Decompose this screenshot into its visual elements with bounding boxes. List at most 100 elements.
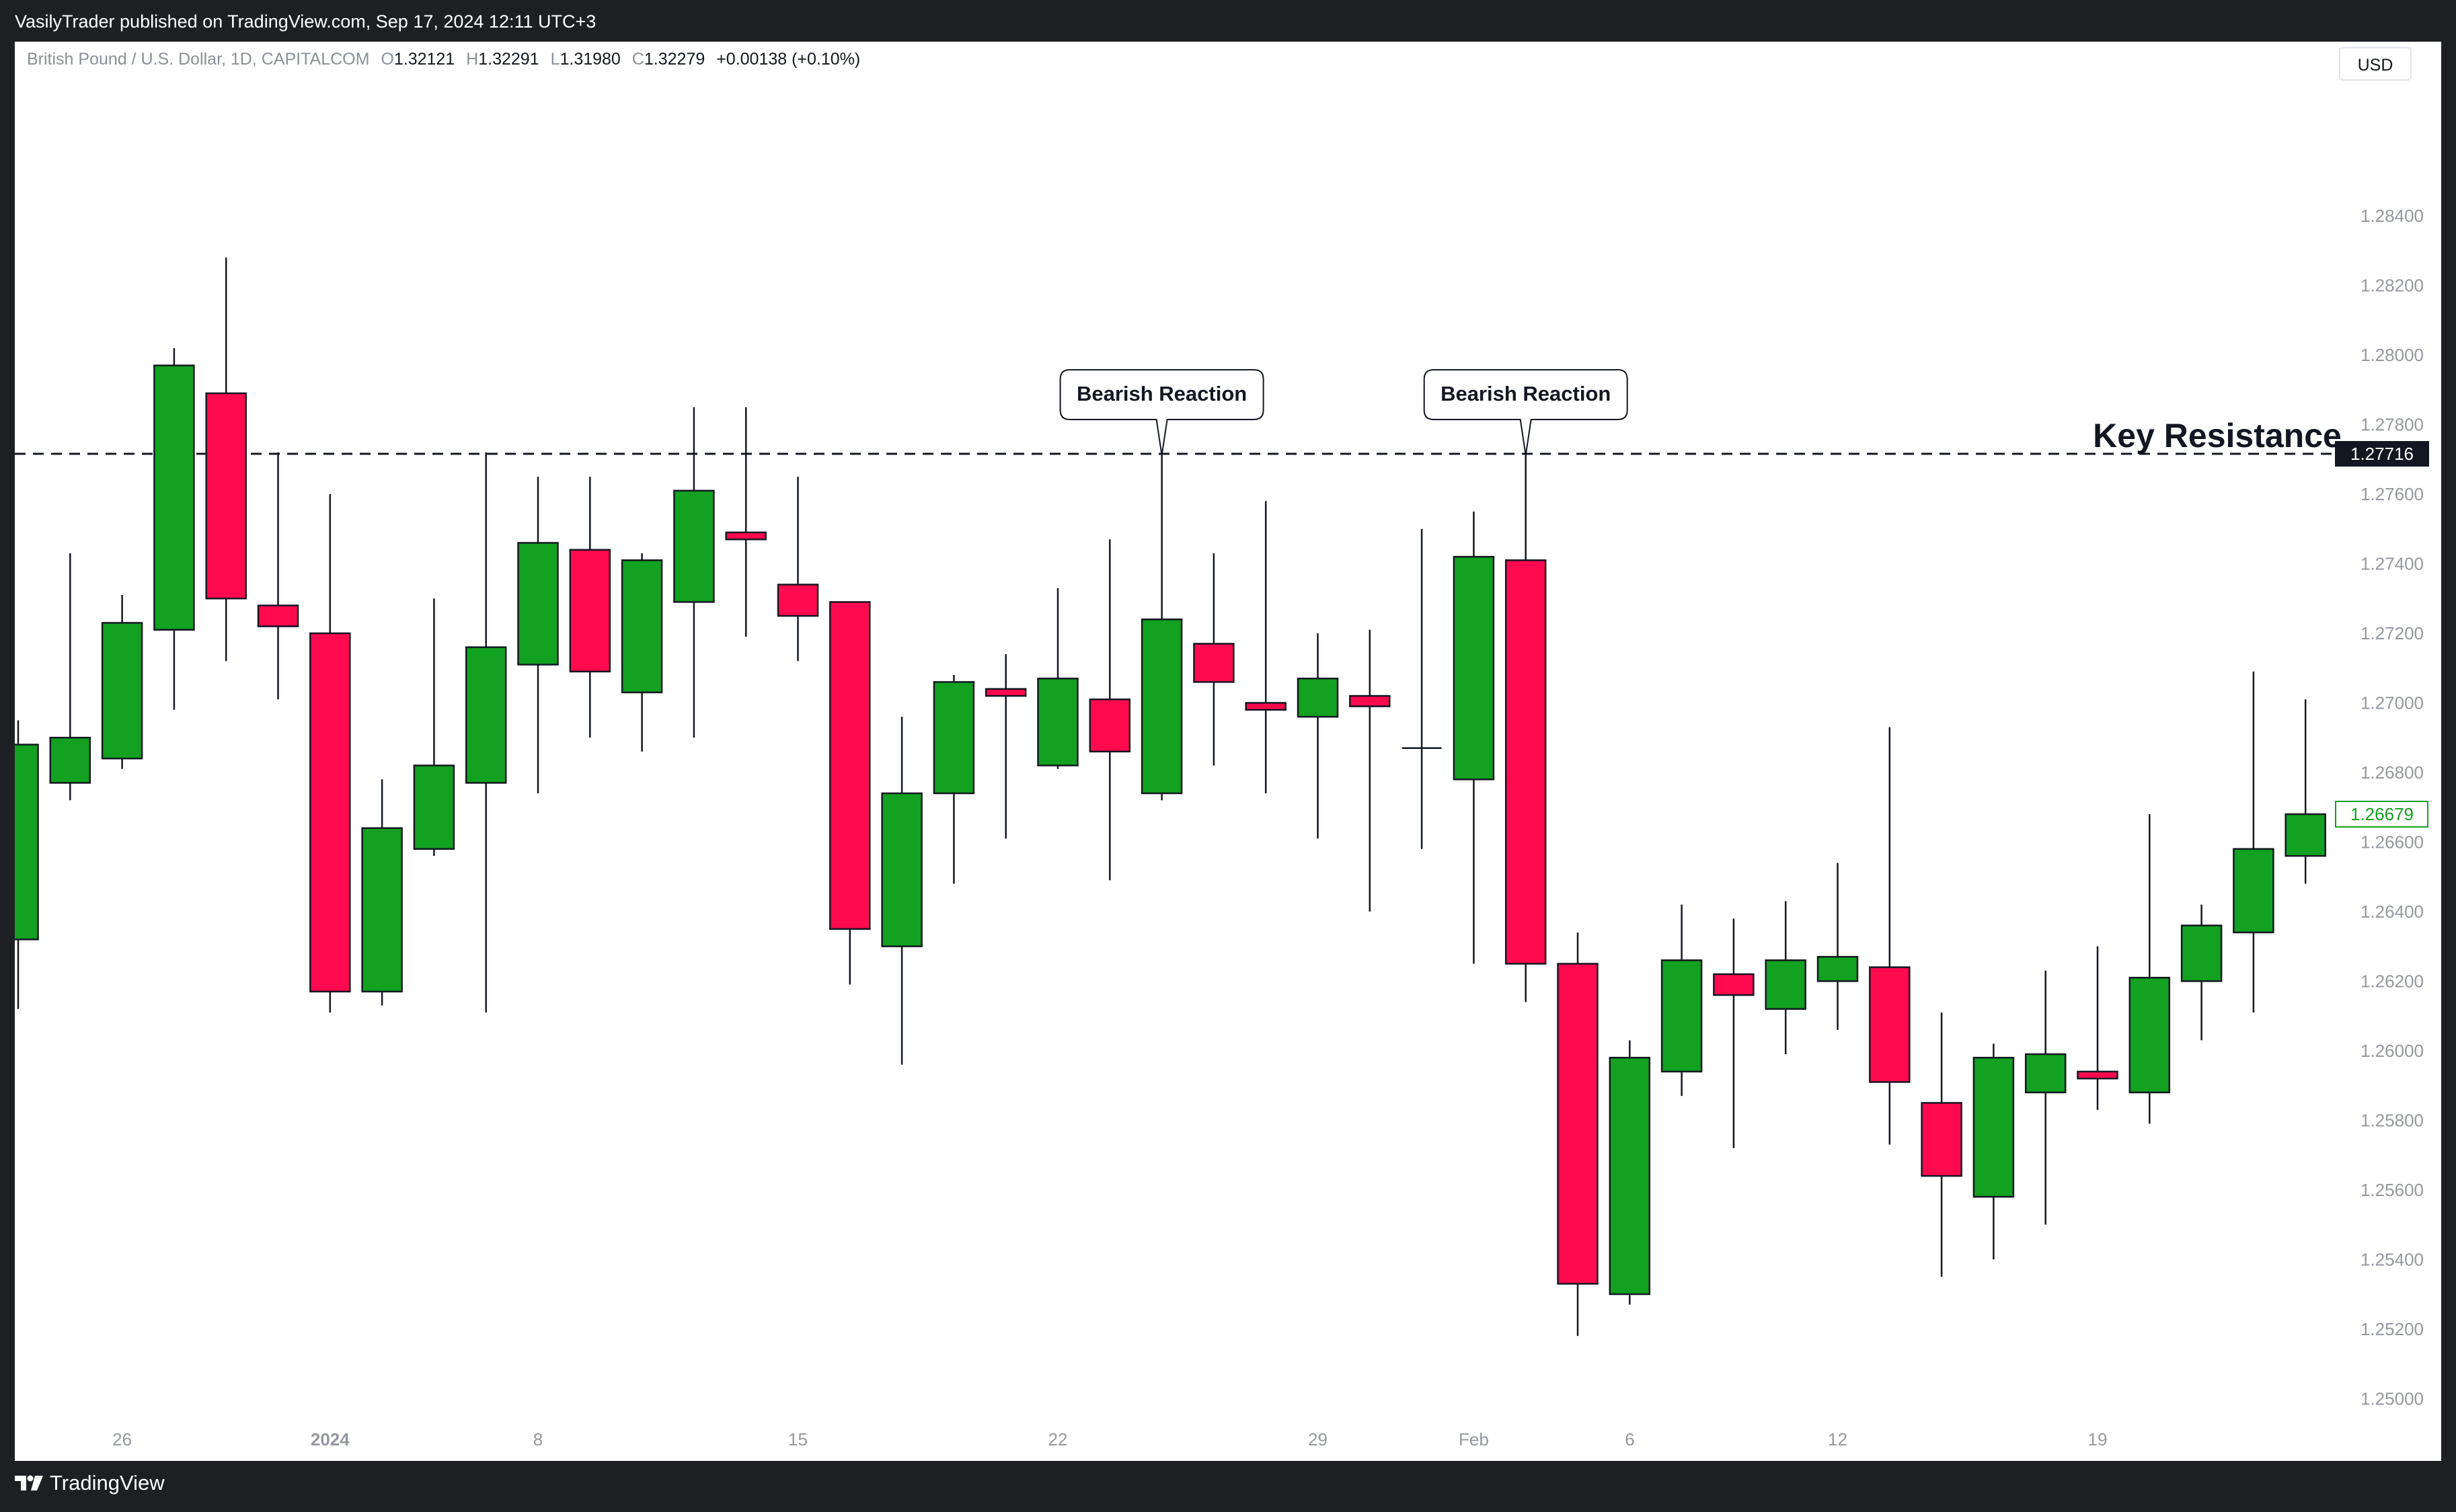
candle-body <box>1037 677 1079 766</box>
candle-body <box>2077 1070 2118 1080</box>
candle-body <box>2128 976 2171 1094</box>
currency-button[interactable]: USD <box>2339 47 2412 81</box>
candle-body <box>361 827 403 993</box>
publish-text: VasilyTrader published on TradingView.co… <box>15 11 597 32</box>
candle <box>933 675 975 884</box>
high-label: H <box>466 50 479 69</box>
candle-body <box>2285 813 2326 857</box>
candle <box>205 257 247 662</box>
candle-body <box>2233 848 2274 934</box>
bearish-reaction-callout <box>1059 368 1264 456</box>
bearish-reaction-label: Bearish Reaction <box>1077 382 1247 405</box>
candle <box>1869 727 1911 1145</box>
candle-body <box>153 364 195 631</box>
low-label: L <box>550 50 560 69</box>
x-tick-label: 8 <box>533 1429 543 1449</box>
y-tick-label: 1.28200 <box>2361 276 2424 296</box>
bearish-reaction-callout <box>1423 368 1628 456</box>
candle-body <box>1297 677 1339 718</box>
candle-body <box>15 744 39 941</box>
candle-body <box>257 604 299 627</box>
ohlc-legend: British Pound / U.S. Dollar, 1D, CAPITAL… <box>27 50 860 69</box>
y-tick-label: 1.25600 <box>2361 1180 2424 1200</box>
candle <box>1245 501 1287 793</box>
candle-body <box>673 489 715 603</box>
current-price-tag <box>2335 801 2428 828</box>
key-level-price-tag <box>2335 440 2429 467</box>
candle-body <box>933 681 975 795</box>
candle-body <box>517 542 559 666</box>
candle <box>673 407 715 738</box>
y-tick-label: 1.25200 <box>2361 1319 2424 1339</box>
y-tick-label: 1.25400 <box>2361 1249 2424 1269</box>
candle <box>1972 1043 2015 1260</box>
candle-body <box>49 736 91 784</box>
candle <box>829 601 871 985</box>
candle <box>309 494 351 1012</box>
candle-body <box>1765 959 1806 1010</box>
key-resistance-label: Key Resistance <box>2093 417 2342 454</box>
candle-body <box>1349 694 1391 707</box>
open-value: 1.32121 <box>393 50 455 69</box>
candle-body <box>101 622 143 760</box>
close-label: C <box>631 50 644 69</box>
candle-body <box>881 792 923 947</box>
candle-body <box>1609 1056 1651 1296</box>
x-tick-label: 26 <box>112 1429 132 1449</box>
candle-body <box>1660 959 1703 1073</box>
candle <box>777 477 819 662</box>
candle-body <box>1245 702 1287 711</box>
candle-body <box>1557 963 1599 1285</box>
candle <box>725 407 767 637</box>
y-tick-label: 1.25800 <box>2361 1110 2424 1130</box>
candle <box>1816 863 1859 1030</box>
candle <box>2024 970 2067 1225</box>
candle-body <box>1713 973 1755 996</box>
candle <box>2077 946 2118 1110</box>
candle <box>1402 528 1442 849</box>
price-chart[interactable]: 1.28400 1.28200 1.28000 1.27800 1.27600 1.274… <box>15 42 2441 1461</box>
close-value: 1.32279 <box>644 50 705 69</box>
candle-body <box>1089 699 1131 753</box>
y-tick-label: 1.26600 <box>2361 832 2424 852</box>
candle <box>569 477 611 738</box>
candle-body <box>2024 1053 2067 1094</box>
y-tick-label: 1.26400 <box>2361 902 2424 922</box>
candle-body <box>413 764 455 850</box>
tradingview-icon <box>15 1475 43 1490</box>
candle <box>413 598 455 857</box>
x-tick-label: 22 <box>1048 1429 1068 1449</box>
bearish-reaction-label: Bearish Reaction <box>1441 382 1611 405</box>
candle-body <box>1972 1056 2015 1198</box>
x-tick-label: 2024 <box>311 1429 350 1449</box>
tradingview-logo[interactable]: TradingView <box>15 1471 165 1495</box>
candle <box>1453 511 1495 964</box>
y-tick-label: 1.28400 <box>2361 206 2424 226</box>
x-tick-label: 29 <box>1308 1429 1328 1449</box>
candle-body <box>569 549 611 673</box>
low-value: 1.31980 <box>560 50 621 69</box>
x-tick-label: 12 <box>1828 1429 1847 1449</box>
candle-body <box>1921 1102 1962 1177</box>
candle <box>517 477 559 793</box>
candle <box>1765 901 1806 1055</box>
candle <box>1660 904 1703 1097</box>
candle <box>2128 814 2171 1124</box>
candle <box>465 452 507 1012</box>
candle <box>1089 539 1131 881</box>
chart-panel[interactable] <box>15 42 2441 1461</box>
y-tick-label: 1.28000 <box>2361 345 2424 365</box>
candle <box>49 553 91 801</box>
y-tick-label: 1.26800 <box>2361 762 2424 783</box>
candle-body <box>1504 559 1547 965</box>
candle-body <box>985 688 1027 697</box>
candle <box>1609 1040 1651 1305</box>
candle <box>153 348 195 710</box>
y-tick-label: 1.27800 <box>2361 415 2424 435</box>
x-tick-label: 6 <box>1625 1429 1634 1449</box>
candle <box>1349 629 1391 912</box>
y-tick-label: 1.27000 <box>2361 692 2424 713</box>
candle <box>2285 699 2326 884</box>
candle-body <box>725 531 767 541</box>
candle <box>1504 453 1547 1002</box>
